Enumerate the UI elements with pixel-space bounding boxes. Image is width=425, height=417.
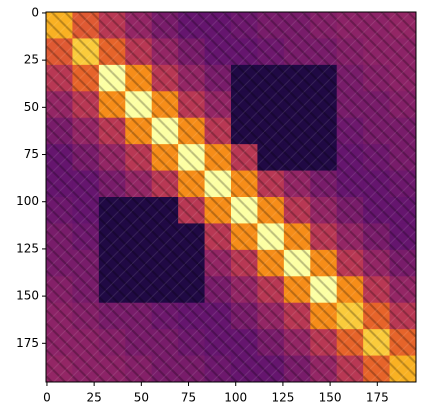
y-tick-label: 175 — [16, 336, 39, 350]
y-tick-label: 0 — [31, 5, 39, 19]
x-tick-label: 175 — [366, 391, 389, 405]
y-tick-label: 50 — [24, 100, 39, 114]
y-tick-label: 150 — [16, 289, 39, 303]
x-tick-label: 75 — [181, 391, 196, 405]
x-tick-label: 25 — [86, 391, 101, 405]
texture — [46, 12, 416, 382]
x-tick-label: 150 — [319, 391, 342, 405]
x-tick-label: 50 — [134, 391, 149, 405]
y-tick-label: 75 — [24, 147, 39, 161]
y-tick-label: 100 — [16, 194, 39, 208]
frame — [45, 11, 417, 383]
x-tick-label: 0 — [43, 391, 51, 405]
y-tick-label: 25 — [24, 53, 39, 67]
y-tick-label: 125 — [16, 241, 39, 255]
x-tick-label: 125 — [271, 391, 294, 405]
x-tick-label: 100 — [224, 391, 247, 405]
